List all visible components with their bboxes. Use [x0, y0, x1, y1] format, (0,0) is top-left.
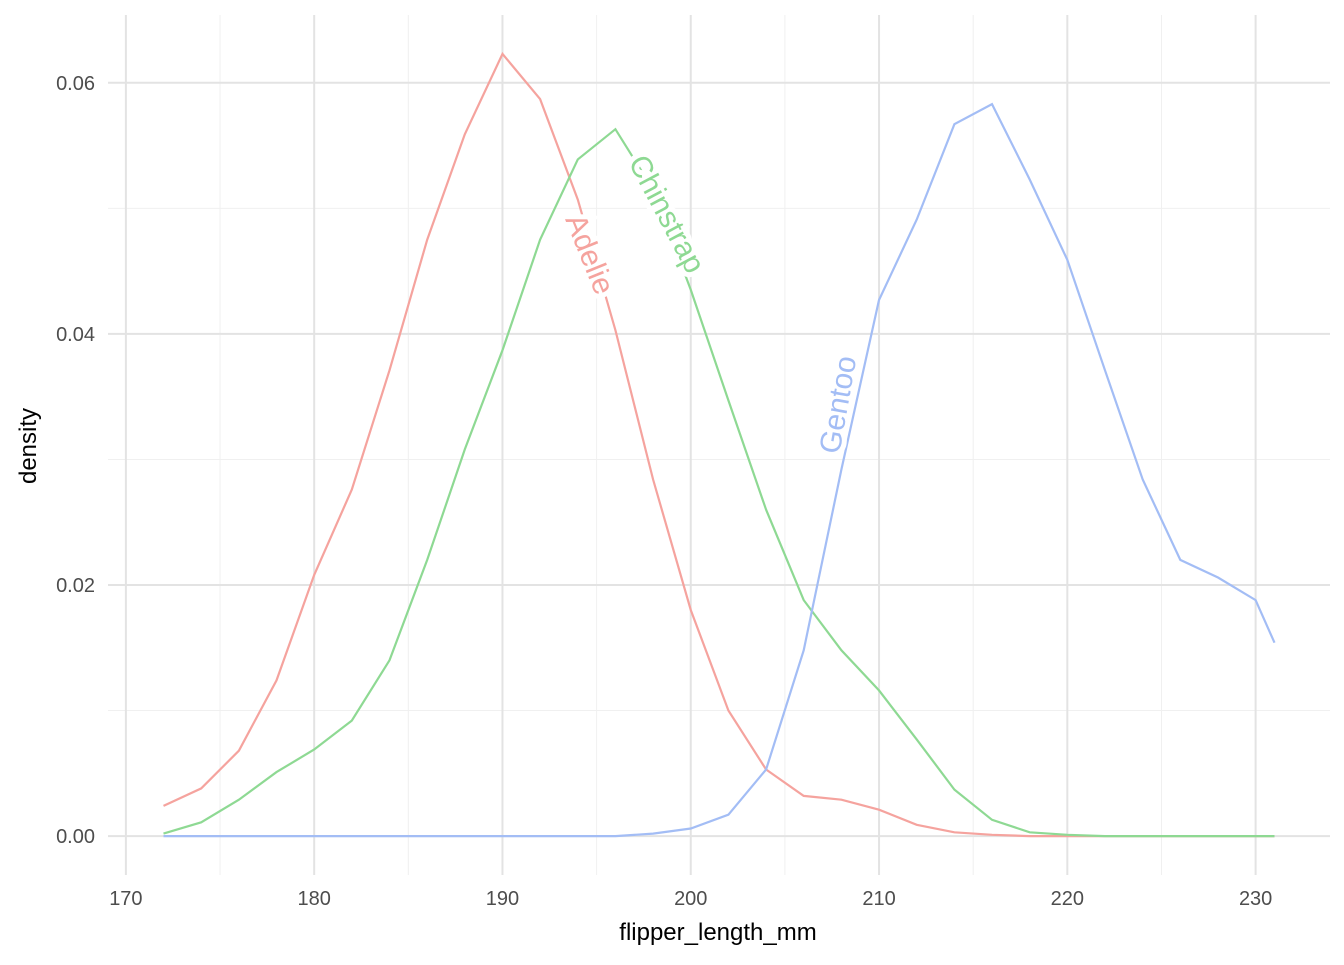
x-tick-label: 180 [297, 888, 330, 910]
y-tick-label: 0.06 [56, 73, 95, 95]
x-tick-label: 230 [1239, 888, 1272, 910]
x-tick-label: 190 [486, 888, 519, 910]
series-label: Chinstrap [622, 150, 711, 279]
x-axis-title: flipper_length_mm [619, 919, 816, 946]
x-tick-label: 200 [674, 888, 707, 910]
y-tick-label: 0.02 [56, 575, 95, 597]
y-tick-label: 0.00 [56, 826, 95, 848]
density-line [163, 127, 1275, 838]
series-label: Adelie [559, 210, 621, 300]
y-tick-label: 0.04 [56, 324, 95, 346]
y-axis-title: density [15, 408, 42, 484]
density-line [163, 51, 1275, 838]
x-tick-label: 220 [1051, 888, 1084, 910]
x-tick-label: 170 [109, 888, 142, 910]
density-line [163, 102, 1276, 838]
x-tick-label: 210 [862, 888, 895, 910]
